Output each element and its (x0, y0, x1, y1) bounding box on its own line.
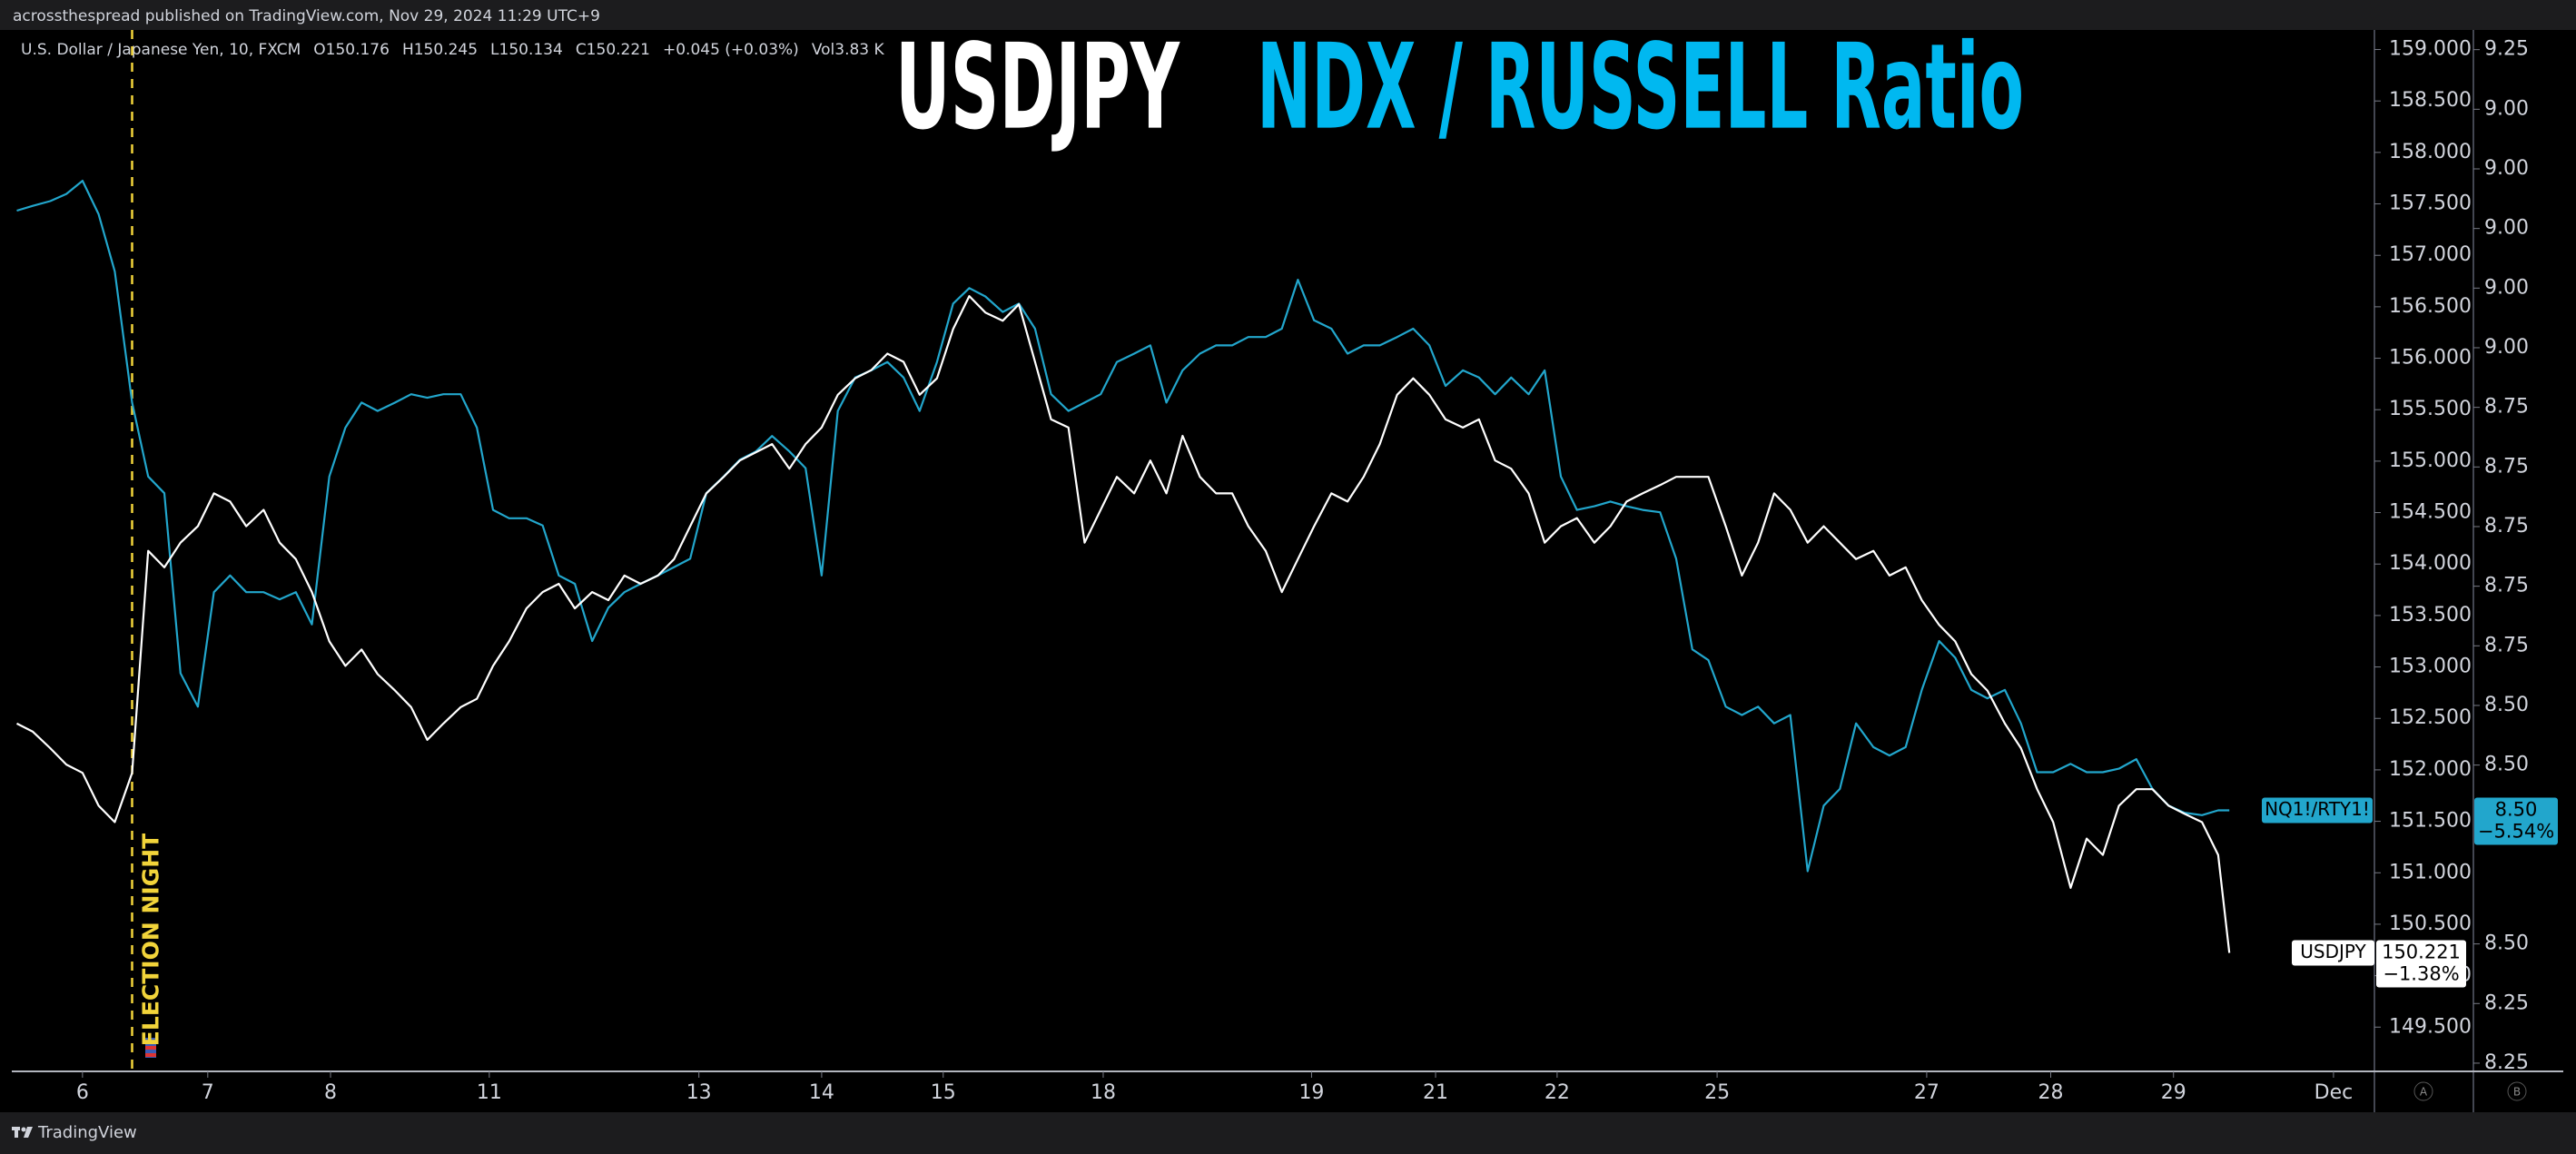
y2-tick-label: 8.50 (2484, 932, 2529, 955)
x-tick-label: 19 (1298, 1081, 1324, 1104)
price-badge-price: 150.221 (2382, 942, 2461, 963)
tv-logo (12, 1127, 33, 1138)
price-badge-price: 8.50 (2495, 799, 2538, 821)
axis-button-label[interactable]: B (2513, 1086, 2521, 1099)
price-badge-name-bg (2292, 940, 2374, 966)
x-tick-label: 22 (1545, 1081, 1570, 1104)
y2-tick-label: 8.75 (2484, 575, 2529, 597)
x-tick-label: 18 (1091, 1081, 1116, 1104)
logo-part (24, 1127, 33, 1138)
y-tick-label: 158.000 (2389, 141, 2472, 163)
price-badge-name: NQ1!/RTY1! (2265, 798, 2370, 820)
y-tick-label: 151.000 (2389, 861, 2472, 883)
legend-item: U.S. Dollar / Japanese Yen, 10, FXCM (21, 41, 301, 59)
y-tick-label: 152.000 (2389, 758, 2472, 781)
symbol-legend: U.S. Dollar / Japanese Yen, 10, FXCM O150… (21, 41, 885, 59)
axis-button[interactable] (2413, 1081, 2433, 1101)
legend-item: L150.134 (490, 41, 563, 59)
price-badge-name: USDJPY (2300, 941, 2366, 962)
y-tick-label: 149.500 (2389, 1015, 2472, 1038)
y-tick-label: 157.000 (2389, 243, 2472, 266)
publish-note: acrossthespread published on TradingView… (13, 7, 600, 25)
y2-tick-label: 8.25 (2484, 991, 2529, 1014)
flag-icon (145, 1038, 156, 1058)
y2-tick-label: 8.25 (2484, 1051, 2529, 1074)
y-tick-label: 150.500 (2389, 912, 2472, 935)
x-tick-label: 29 (2161, 1081, 2186, 1104)
y-tick-label: 156.500 (2389, 295, 2472, 318)
y-tick-label: 156.000 (2389, 347, 2472, 370)
legend-item: O150.176 (313, 41, 390, 59)
x-tick-label: 8 (324, 1081, 337, 1104)
x-tick-label: 6 (76, 1081, 89, 1104)
chart-subtitle: NDX / RUSSELL Ratio (1257, 18, 2024, 156)
y2-tick-label: 9.25 (2484, 38, 2529, 61)
x-tick-label: 21 (1423, 1081, 1448, 1104)
y-tick-label: 155.000 (2389, 449, 2472, 472)
y2-tick-label: 9.00 (2484, 217, 2529, 240)
top-bar (0, 0, 2576, 30)
price-badge-change: −1.38% (2383, 963, 2459, 985)
y2-tick-label: 8.75 (2484, 455, 2529, 478)
price-badge-bg (2474, 797, 2558, 845)
y2-tick-label: 9.00 (2484, 276, 2529, 299)
logo-part (15, 1127, 18, 1138)
y-tick-label: 157.500 (2389, 192, 2472, 215)
chart-title: USDJPY (895, 18, 1180, 156)
flag-stripe (145, 1046, 156, 1050)
x-tick-label: 25 (1704, 1081, 1730, 1104)
footer-brand: TradingView (37, 1123, 137, 1142)
y2-tick-label: 8.50 (2484, 754, 2529, 776)
x-tick-label: 11 (477, 1081, 502, 1104)
y-tick-label: 153.500 (2389, 604, 2472, 626)
footer-bar (0, 1112, 2576, 1154)
y-tick-label: 154.500 (2389, 501, 2472, 524)
y-tick-label: 154.000 (2389, 552, 2472, 575)
legend-item: H150.245 (402, 41, 478, 59)
legend-item: +0.045 (+0.03%) (663, 41, 799, 59)
annotation-text: ELECTION NIGHT (137, 833, 163, 1046)
price-badge-name-bg (2262, 797, 2373, 824)
price-badge-bg (2376, 940, 2466, 988)
price-badge-change: −5.54% (2478, 821, 2554, 843)
y2-tick-label: 9.00 (2484, 157, 2529, 180)
y-tick-label: 153.000 (2389, 656, 2472, 678)
y2-tick-label: 9.00 (2484, 336, 2529, 359)
y2-tick-label: 8.50 (2484, 694, 2529, 716)
flag-stripe (145, 1053, 156, 1057)
y-tick-label: 152.500 (2389, 706, 2472, 729)
legend-item: Vol3.83 K (812, 41, 885, 59)
y2-tick-label: 8.75 (2484, 634, 2529, 656)
series-line (16, 295, 2231, 953)
y-tick-label: 158.500 (2389, 89, 2472, 112)
x-tick-label: 27 (1914, 1081, 1939, 1104)
x-tick-label: 13 (686, 1081, 712, 1104)
y2-tick-label: 9.00 (2484, 97, 2529, 120)
logo-part (21, 1127, 26, 1132)
y-tick-label: 159.000 (2389, 38, 2472, 61)
x-tick-label: 14 (809, 1081, 834, 1104)
y-tick-label: 151.500 (2389, 810, 2472, 833)
x-tick-label: 28 (2038, 1081, 2064, 1104)
y2-tick-label: 8.75 (2484, 396, 2529, 419)
y2-tick-label: 8.75 (2484, 515, 2529, 538)
plot-area (16, 30, 2231, 1071)
axis-button[interactable] (2507, 1081, 2527, 1101)
x-tick-label: 15 (931, 1081, 956, 1104)
legend-item: C150.221 (576, 41, 650, 59)
axis-button-label[interactable]: A (2420, 1086, 2428, 1099)
x-tick-label: Dec (2314, 1081, 2354, 1104)
y-tick-label: 155.500 (2389, 398, 2472, 420)
series-line (16, 180, 2230, 873)
x-tick-label: 7 (202, 1081, 214, 1104)
